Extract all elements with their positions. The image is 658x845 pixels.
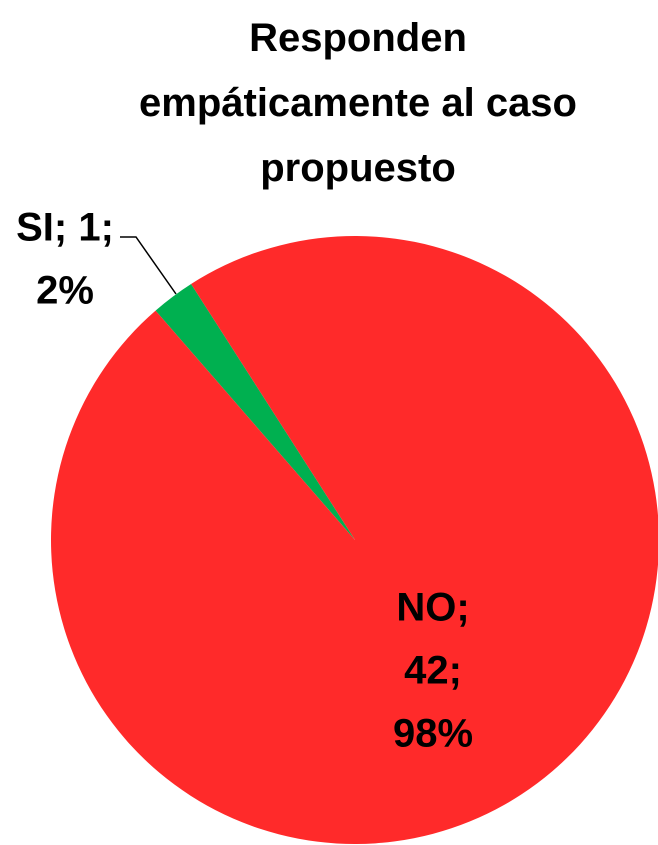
pie-slice bbox=[50, 236, 658, 844]
data-label: NO; bbox=[396, 586, 469, 630]
data-label: SI; 1; bbox=[16, 206, 114, 250]
data-label: 98% bbox=[393, 712, 473, 756]
chart-title: Responden empáticamente al caso propuest… bbox=[139, 16, 577, 190]
leader-line bbox=[120, 236, 177, 295]
data-label: 42; bbox=[404, 649, 462, 693]
data-label: 2% bbox=[36, 269, 94, 313]
pie-slice bbox=[155, 283, 355, 540]
